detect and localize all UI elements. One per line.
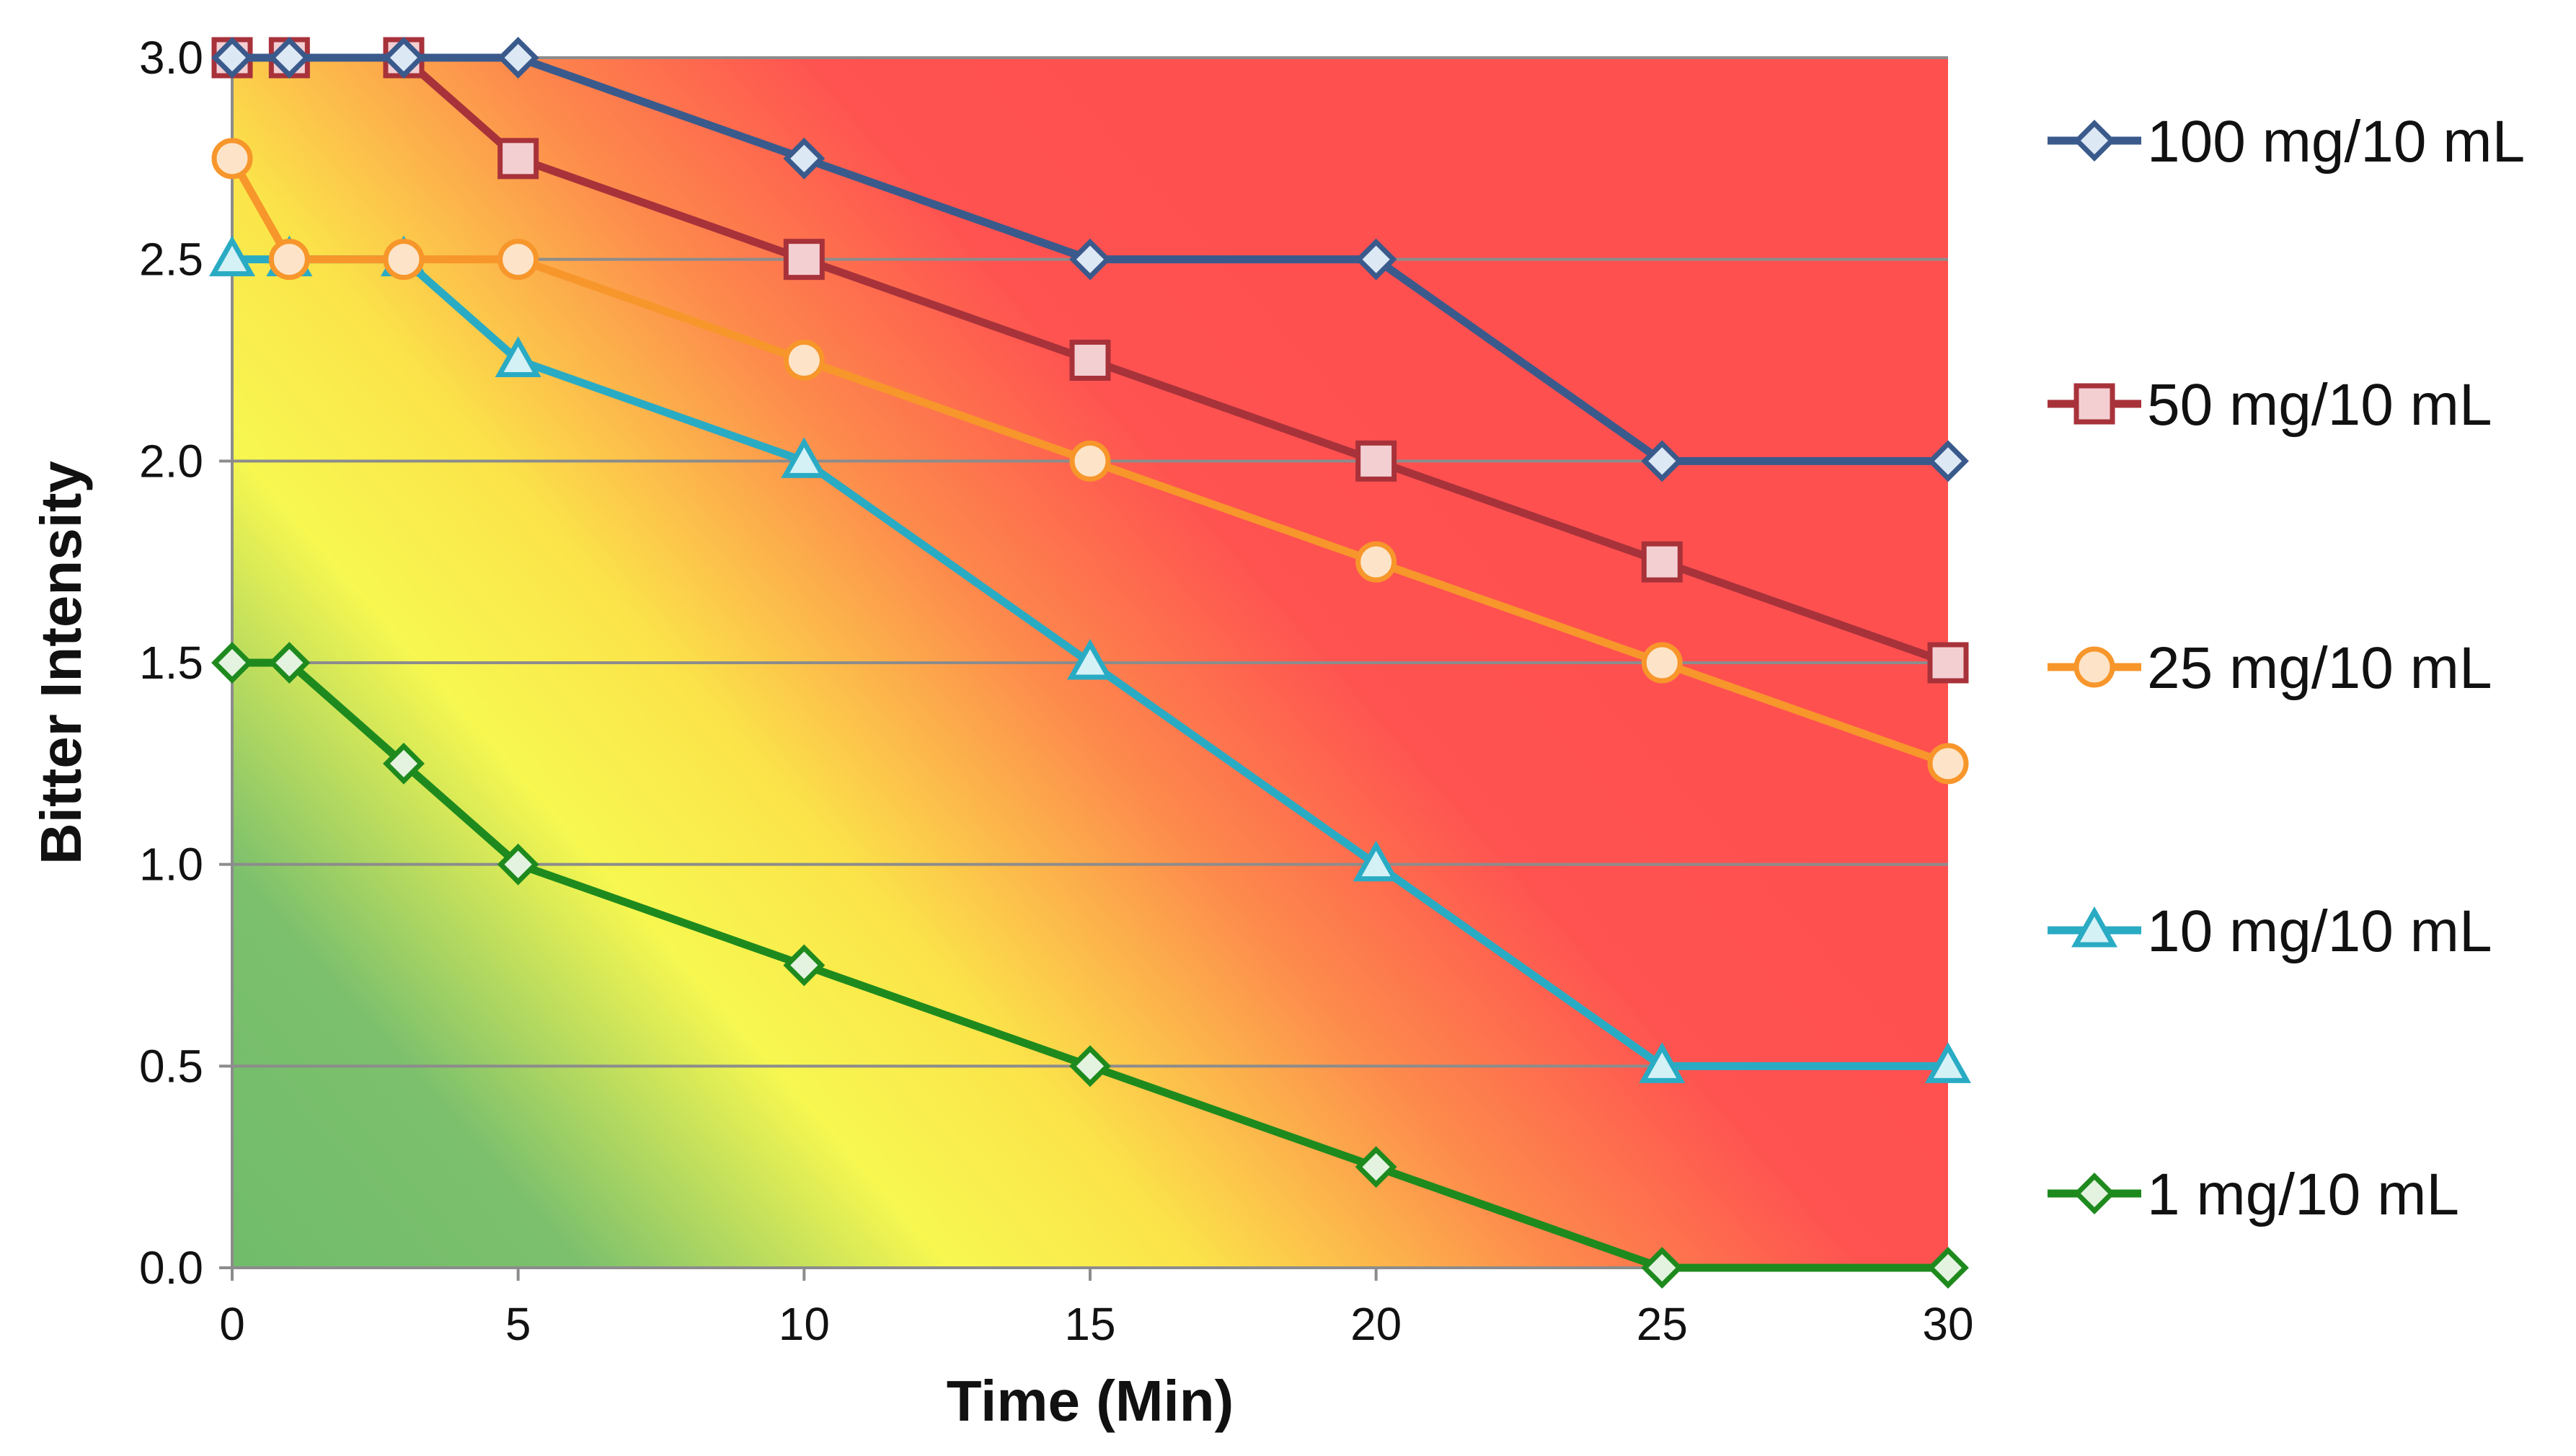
y-tick-label: 2.0 [139,435,203,487]
data-point-3-8 [1925,1042,1971,1083]
data-point-0-0 [211,37,253,79]
data-point-1-6 [1355,440,1397,482]
y-tick-label: 0.0 [139,1242,203,1294]
x-axis-title: Time (Min) [947,1369,1234,1433]
data-point-2-1 [268,239,310,281]
data-point-4-6 [1355,1146,1397,1188]
data-point-0-8 [1927,440,1969,482]
legend-swatch-marker [2073,120,2115,162]
data-point-0-6 [1355,238,1397,281]
data-point-2-7 [1641,642,1683,684]
data-point-4-2 [383,742,425,785]
series-0 [211,37,1969,482]
data-point-2-6 [1355,541,1397,583]
data-point-4-3 [497,843,539,886]
data-point-0-5 [1069,238,1111,281]
data-point-2-3 [497,239,539,281]
y-tick-label: 1.5 [139,637,203,689]
data-point-2-4 [783,340,825,381]
x-tick-label: 25 [1637,1298,1688,1350]
x-tick-label: 5 [505,1298,531,1350]
data-point-3-0 [209,235,255,277]
data-point-4-7 [1641,1247,1683,1289]
data-point-1-7 [1641,541,1683,583]
legend-label: 1 mg/10 mL [2147,1162,2459,1227]
data-point-2-8 [1927,743,1969,785]
data-point-2-2 [383,239,425,281]
data-point-3-3 [495,336,541,377]
legend-swatch-marker [2073,646,2115,688]
y-axis-title: Bitter Intensity [29,460,93,865]
y-tick-label: 3.0 [139,32,203,84]
data-point-0-3 [497,37,539,79]
data-point-2-5 [1069,440,1111,482]
y-tick-label: 1.0 [139,839,203,891]
x-tick-labels: 0 5 10 15 20 25 30 [219,1298,1973,1350]
data-point-0-2 [383,37,425,79]
legend-item-2: 25 mg/10 mL [2048,635,2492,701]
data-point-1-5 [1069,340,1111,381]
x-tick-label: 30 [1922,1298,1973,1350]
data-point-0-7 [1641,440,1683,482]
data-point-1-4 [783,239,825,281]
data-point-4-5 [1069,1045,1111,1087]
data-point-4-1 [268,642,311,684]
x-tick-label: 0 [219,1298,245,1350]
x-tick-label: 10 [779,1298,830,1350]
x-tick-label: 20 [1350,1298,1402,1350]
series-2 [211,138,1969,785]
legend-item-0: 100 mg/10 mL [2048,109,2525,175]
data-point-3-6 [1353,840,1399,882]
legend-item-4: 1 mg/10 mL [2048,1162,2459,1227]
legend-label: 100 mg/10 mL [2147,109,2525,175]
legend-label: 10 mg/10 mL [2147,899,2492,964]
legend-swatch-marker [2073,383,2115,425]
legend: 100 mg/10 mL 50 mg/10 mL 25 mg/10 mL 10 mg/… [2048,109,2525,1227]
data-point-1-8 [1927,642,1969,684]
legend-item-3: 10 mg/10 mL [2048,899,2492,964]
data-point-4-4 [783,944,826,987]
data-point-3-7 [1639,1042,1686,1083]
data-point-1-3 [497,138,539,180]
y-tick-label: 0.5 [139,1040,203,1092]
data-point-0-1 [268,37,311,79]
y-tick-label: 2.5 [139,234,203,286]
legend-label: 50 mg/10 mL [2147,372,2492,438]
data-point-4-0 [211,642,253,684]
data-point-2-0 [211,138,253,180]
data-point-0-4 [783,137,826,180]
legend-label: 25 mg/10 mL [2147,635,2492,701]
data-point-3-4 [781,437,828,478]
data-point-3-5 [1067,638,1113,680]
y-tick-labels: 0.0 0.5 1.0 1.5 2.0 2.5 3.0 [139,32,203,1294]
legend-swatch-marker [2073,1173,2115,1214]
legend-item-1: 50 mg/10 mL [2048,372,2492,438]
series-layer [209,37,1971,1289]
data-point-4-8 [1927,1247,1969,1289]
legend-swatch-marker [2071,906,2117,948]
series-4 [211,642,1969,1289]
x-tick-label: 15 [1064,1298,1115,1350]
